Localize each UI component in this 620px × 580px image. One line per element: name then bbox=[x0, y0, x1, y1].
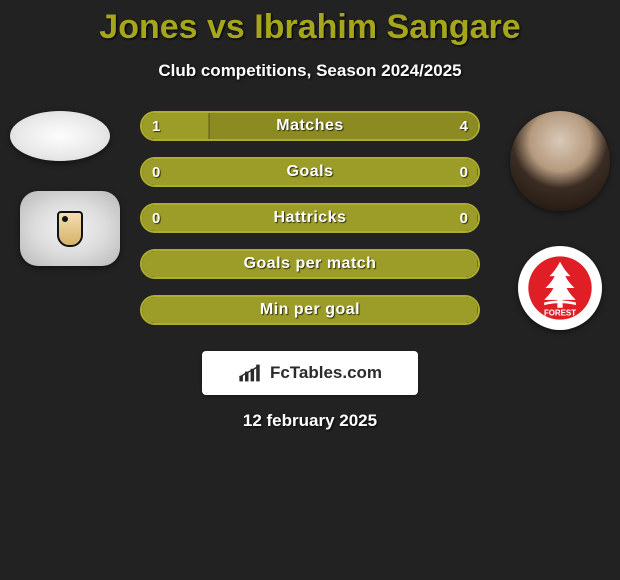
player-right-club-logo: FOREST bbox=[518, 246, 602, 330]
stat-label: Goals bbox=[287, 163, 334, 181]
stat-value-left: 0 bbox=[152, 164, 160, 181]
stat-label: Min per goal bbox=[260, 301, 360, 319]
svg-text:FOREST: FOREST bbox=[544, 309, 576, 318]
page-title: Jones vs Ibrahim Sangare bbox=[0, 0, 620, 47]
watermark-badge: FcTables.com bbox=[202, 351, 418, 395]
stat-value-left: 1 bbox=[152, 118, 160, 135]
shield-icon bbox=[57, 211, 83, 247]
stat-bar-fill-right bbox=[477, 251, 478, 277]
stat-value-right: 4 bbox=[460, 118, 468, 135]
forest-tree-icon: FOREST bbox=[527, 255, 593, 321]
comparison-date: 12 february 2025 bbox=[0, 411, 620, 431]
stat-value-right: 0 bbox=[460, 164, 468, 181]
stat-label: Goals per match bbox=[244, 255, 377, 273]
stat-bar-fill-right bbox=[477, 297, 478, 323]
page-subtitle: Club competitions, Season 2024/2025 bbox=[0, 61, 620, 81]
bar-chart-icon bbox=[238, 363, 266, 383]
comparison-bars: 1 4 Matches 0 0 Goals 0 0 Hattricks Goals per mat… bbox=[140, 111, 480, 341]
stat-value-left: 0 bbox=[152, 210, 160, 227]
player-left-club-logo bbox=[20, 191, 120, 266]
stat-bar-fill-right bbox=[477, 205, 478, 231]
player-right-avatar bbox=[510, 111, 610, 211]
stat-label: Matches bbox=[276, 117, 344, 135]
player-left-avatar bbox=[10, 111, 110, 161]
stat-bar: Goals per match bbox=[140, 249, 480, 279]
stat-bar-fill-right bbox=[477, 159, 478, 185]
stat-bar: 1 4 Matches bbox=[140, 111, 480, 141]
stat-label: Hattricks bbox=[274, 209, 347, 227]
stat-bar: 0 0 Goals bbox=[140, 157, 480, 187]
stat-bar: 0 0 Hattricks bbox=[140, 203, 480, 233]
stat-bar: Min per goal bbox=[140, 295, 480, 325]
watermark-text: FcTables.com bbox=[270, 363, 382, 383]
stat-value-right: 0 bbox=[460, 210, 468, 227]
